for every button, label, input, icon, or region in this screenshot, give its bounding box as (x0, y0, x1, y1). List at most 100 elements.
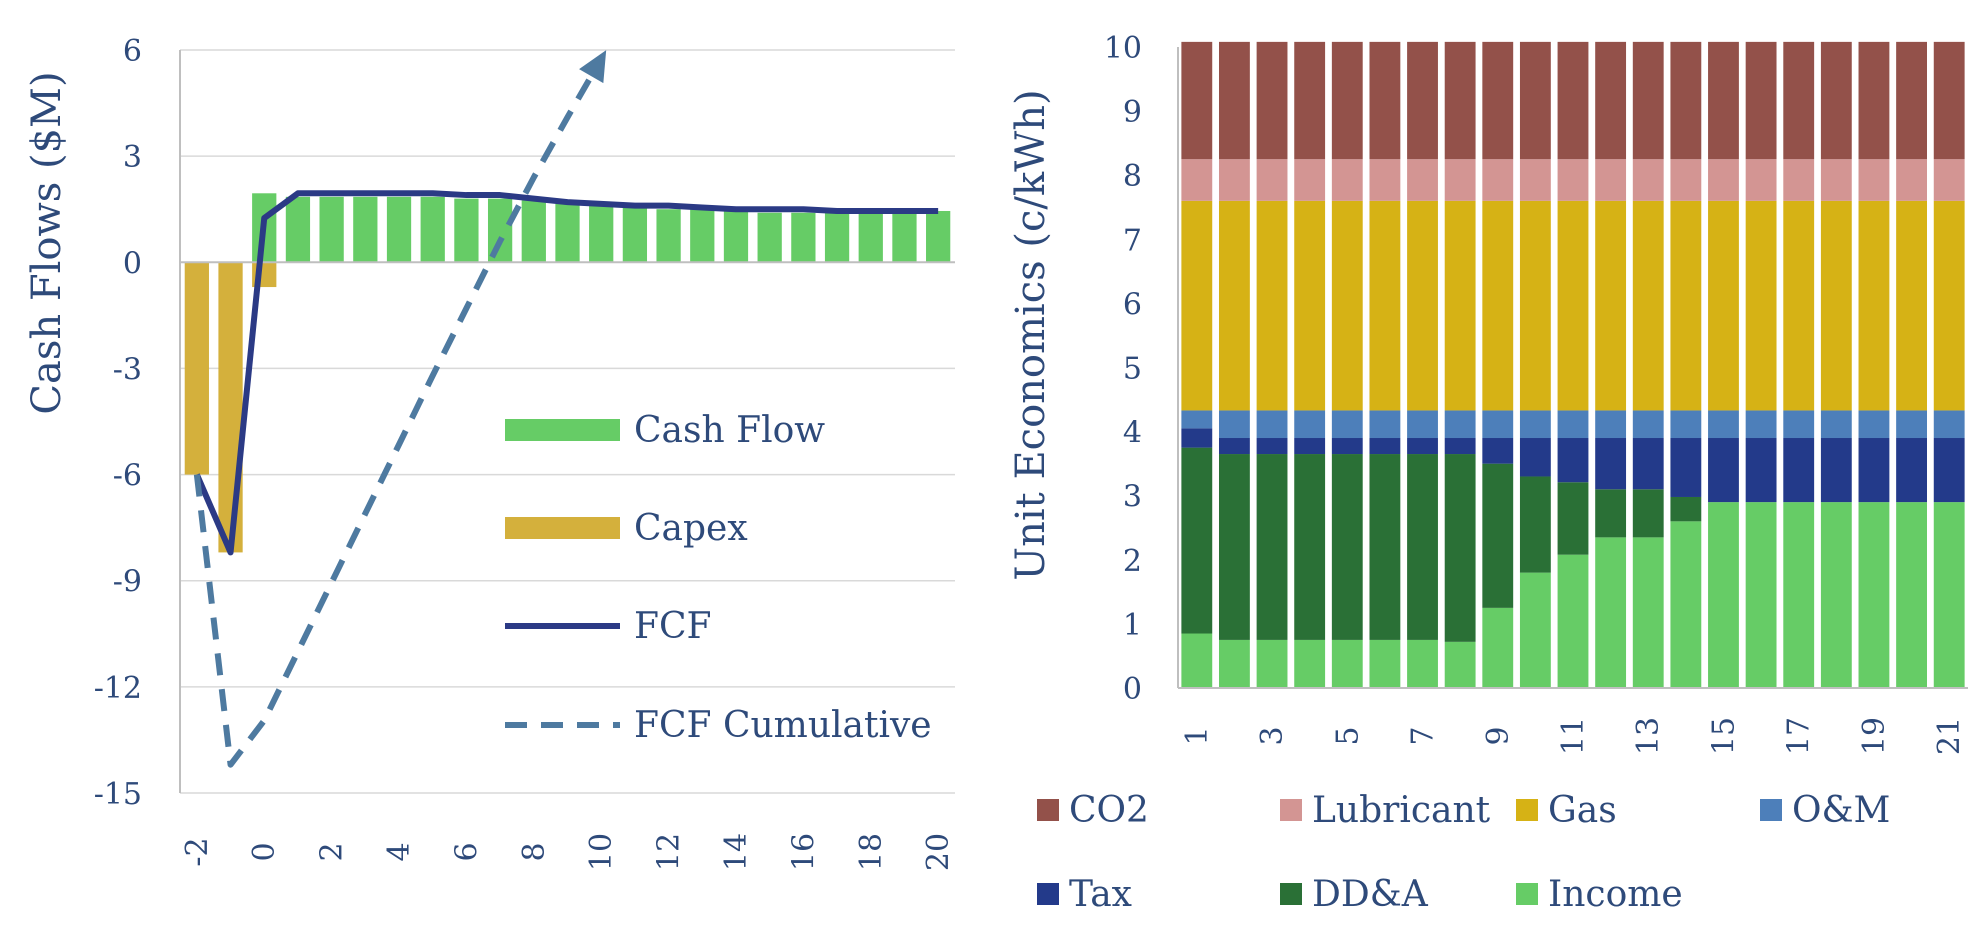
left-x-tick-labels: -2 0 2 4 6 8 10 12 14 16 18 20 (180, 833, 956, 871)
cash-flow-bar (454, 198, 479, 263)
stacked-bar-segment-gas (1407, 200, 1438, 411)
left-x-tick-label: 8 (517, 842, 552, 861)
stacked-bar-segment-gas (1219, 200, 1250, 411)
stacked-bar-segment-income (1331, 639, 1363, 688)
stacked-bar-segment-gas (1519, 200, 1551, 411)
right-y-tick-label: 9 (1123, 95, 1142, 130)
stacked-bar-segment-income (1858, 502, 1890, 688)
legend-label: FCF Cumulative (634, 705, 932, 746)
right-x-tick-label: 21 (1932, 717, 1967, 755)
right-x-tick-label: 7 (1406, 726, 1441, 745)
stacked-bar-segment-o-m (1331, 410, 1363, 439)
stacked-bar-segment-gas (1745, 200, 1777, 411)
stacked-bar-segment-o-m (1745, 410, 1777, 439)
legend-label: CO2 (1069, 790, 1149, 831)
stacked-bar-segment-dd-a (1557, 482, 1589, 555)
legend-swatch-gas (1516, 799, 1538, 821)
cash-flow-bar (892, 212, 917, 263)
cash-flow-bar (285, 196, 311, 263)
right-x-tick-label: 17 (1782, 717, 1817, 755)
stacked-bar-segment-o-m (1557, 410, 1589, 439)
stacked-bar-segment-co2 (1745, 41, 1777, 160)
legend-swatch-lubricant (1280, 799, 1302, 821)
stacked-bar-segment-income (1407, 639, 1438, 688)
legend-swatch-o-m (1760, 799, 1782, 821)
left-x-tick-label: 14 (719, 833, 754, 871)
left-y-tick-label: -9 (113, 565, 142, 600)
stacked-bar-segment-income (1783, 502, 1815, 688)
stacked-bar-segment-lubricant (1820, 159, 1852, 201)
right-x-tick-label: 5 (1330, 726, 1365, 745)
right-x-tick-label: 13 (1631, 717, 1666, 755)
stacked-bar-segment-gas (1256, 200, 1288, 411)
stacked-bar-segment-dd-a (1407, 454, 1438, 640)
right-x-tick-label: 19 (1857, 717, 1892, 755)
stacked-bar-segment-co2 (1519, 41, 1551, 160)
stacked-bar-segment-income (1896, 502, 1927, 688)
left-x-tick-label: 0 (247, 842, 282, 861)
stacked-bar-segment-o-m (1256, 410, 1288, 439)
left-x-tick-label: -2 (180, 837, 215, 866)
stacked-bar-segment-tax (1595, 438, 1627, 490)
stacked-bar-segment-gas (1708, 200, 1739, 411)
stacked-bar-segment-income (1632, 537, 1664, 688)
stacked-bar-segment-gas (1369, 200, 1401, 411)
stacked-bar-segment-co2 (1407, 41, 1438, 160)
capex-bar (184, 262, 209, 475)
right-y-axis-title: Unit Economics (c/kWh) (1008, 89, 1054, 580)
legend-swatch-income (1516, 883, 1538, 905)
cash-flow-bar (386, 196, 412, 263)
stacked-bar-segment-tax (1896, 438, 1927, 503)
stacked-bar-segment-dd-a (1331, 454, 1363, 640)
stacked-bar-segment-o-m (1595, 410, 1627, 439)
stacked-bar-segment-o-m (1896, 410, 1927, 439)
right-y-tick-label: 3 (1123, 480, 1142, 515)
stacked-bar-segment-co2 (1708, 41, 1739, 160)
stacked-bar-segment-income (1820, 502, 1852, 688)
right-legend: CO2 Lubricant Gas O&M Tax DD&A Income (1037, 790, 1890, 915)
stacked-bar-segment-tax (1783, 438, 1815, 503)
legend-swatch-capex (505, 517, 620, 539)
stacked-bar-segment-gas (1482, 200, 1514, 411)
fcf-cumulative-arrowhead (579, 50, 607, 84)
right-y-tick-label: 0 (1123, 672, 1142, 707)
left-x-tick-label: 2 (315, 842, 350, 861)
stacked-bar-segment-o-m (1482, 410, 1514, 439)
stacked-bar-segment-lubricant (1745, 159, 1777, 201)
stacked-bar-segment-tax (1708, 438, 1739, 503)
stacked-bar-segment-co2 (1482, 41, 1514, 160)
stacked-bar-segment-tax (1670, 438, 1702, 497)
left-x-tick-label: 16 (786, 833, 821, 871)
stacked-bar-segment-lubricant (1482, 159, 1514, 201)
cash-flow-bar (723, 210, 749, 263)
stacked-bar-segment-o-m (1181, 410, 1213, 429)
left-x-tick-label: 20 (921, 833, 956, 871)
stacked-bar-segment-gas (1632, 200, 1664, 411)
stacked-bar-segment-income (1181, 633, 1213, 688)
stacked-bar-segment-tax (1294, 438, 1326, 455)
stacked-bar-segment-gas (1896, 200, 1927, 411)
capex-bar (218, 262, 243, 553)
stacked-bar-segment-gas (1820, 200, 1852, 411)
stacked-bar-segment-tax (1519, 438, 1551, 477)
cash-flow-bar (824, 212, 850, 263)
legend-label: DD&A (1312, 874, 1429, 915)
legend-label: Lubricant (1312, 790, 1491, 831)
cash-flow-bar (690, 209, 715, 263)
cash-flow-bar (858, 212, 883, 263)
stacked-bar-segment-gas (1595, 200, 1627, 411)
left-bars (184, 193, 951, 553)
left-y-tick-label: 0 (123, 246, 142, 281)
cash-flow-bar (926, 210, 951, 263)
left-x-tick-label: 6 (449, 842, 484, 861)
stacked-bar-segment-lubricant (1294, 159, 1326, 201)
legend-label: Gas (1548, 790, 1617, 831)
legend-swatch-dd-a (1280, 883, 1302, 905)
stacked-bar-segment-o-m (1820, 410, 1852, 439)
left-y-tick-label: 3 (123, 140, 142, 175)
stacked-bar-segment-lubricant (1858, 159, 1890, 201)
stacked-bar-segment-lubricant (1519, 159, 1551, 201)
stacked-bar-segment-tax (1745, 438, 1777, 503)
stacked-bar-segment-o-m (1519, 410, 1551, 439)
stacked-bar-segment-co2 (1820, 41, 1852, 160)
